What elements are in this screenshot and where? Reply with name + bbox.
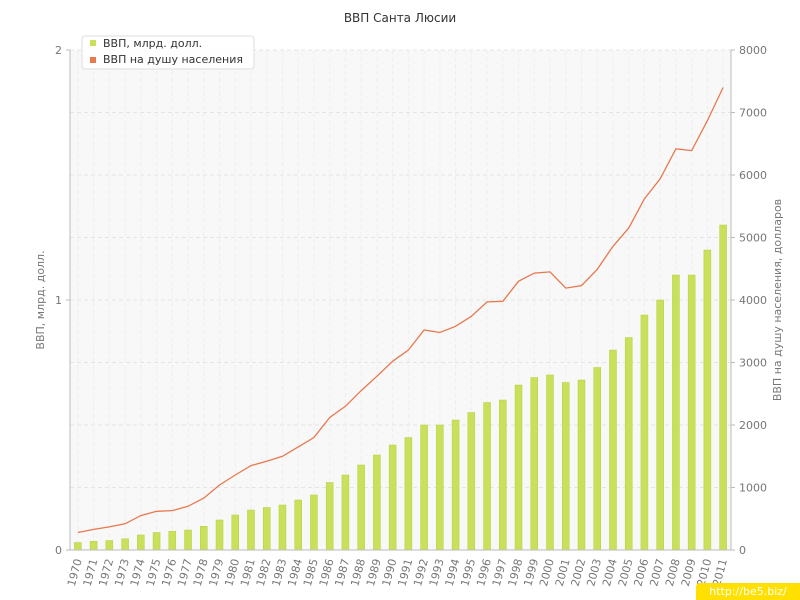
gdp-bar-1973[interactable] (121, 538, 129, 551)
gdp-bar-1984[interactable] (294, 499, 302, 551)
gdp-bar-1983[interactable] (278, 504, 287, 551)
legend-label-gdp-per-capita: ВВП на душу населения (103, 53, 243, 66)
gdp-bar-1988[interactable] (357, 464, 365, 551)
gdp-bar-1993[interactable] (436, 424, 444, 551)
right-tick-label: 8000 (739, 44, 767, 57)
right-tick-label: 0 (739, 544, 746, 557)
gdp-bar-2006[interactable] (640, 314, 649, 551)
gdp-bar-2000[interactable] (546, 374, 554, 551)
watermark-link[interactable]: http://be5.biz/ (696, 583, 800, 600)
gdp-bar-1972[interactable] (105, 540, 114, 551)
gdp-bar-1997[interactable] (499, 399, 507, 551)
left-tick-label: 1 (55, 294, 62, 307)
right-tick-labels: 0 1000 2000 3000 4000 5000 6000 7000 8000 (731, 44, 767, 557)
gdp-bar-1990[interactable] (388, 444, 397, 551)
gdp-bar-1999[interactable] (530, 377, 539, 551)
gdp-bar-2010[interactable] (703, 249, 712, 551)
gdp-bar-1971[interactable] (89, 541, 98, 551)
legend[interactable]: ВВП, млрд. долл. ВВП на душу населения (81, 35, 255, 70)
right-tick-label: 1000 (739, 482, 767, 495)
chart-title: ВВП Санта Люсии (344, 11, 456, 25)
gdp-bar-1991[interactable] (404, 437, 413, 551)
gdp-bar-1970[interactable] (74, 542, 82, 551)
right-axis-title: ВВП на душу населения, долларов (771, 199, 784, 401)
legend-box (81, 35, 255, 70)
gdp-bar-1992[interactable] (420, 424, 428, 551)
left-tick-label: 2 (55, 44, 62, 57)
gdp-bar-2001[interactable] (562, 382, 570, 551)
gdp-bar-1980[interactable] (231, 514, 239, 551)
gdp-bar-1985[interactable] (310, 494, 318, 551)
gdp-bar-1974[interactable] (137, 534, 145, 551)
gdp-bar-2004[interactable] (609, 349, 617, 551)
gdp-bar-2005[interactable] (624, 337, 633, 551)
gdp-bar-1978[interactable] (200, 526, 208, 551)
gdp-bar-1987[interactable] (341, 474, 350, 551)
legend-swatch-gdp-per-capita (90, 57, 96, 63)
gdp-bar-1995[interactable] (467, 412, 476, 551)
right-tick-label: 2000 (739, 419, 767, 432)
legend-label-gdp: ВВП, млрд. долл. (103, 37, 202, 50)
gdp-bar-1998[interactable] (514, 384, 523, 551)
right-tick-label: 6000 (739, 169, 767, 182)
right-tick-label: 4000 (739, 294, 767, 307)
gdp-bar-1989[interactable] (373, 454, 381, 551)
gdp-bar-2008[interactable] (672, 274, 680, 551)
gdp-bar-2003[interactable] (593, 367, 601, 551)
gdp-bars (74, 224, 727, 551)
x-tick-labels: 1970197119721973197419751976197719781979… (65, 557, 730, 587)
gdp-bar-1981[interactable] (247, 509, 255, 551)
gdp-bar-1975[interactable] (152, 532, 161, 551)
gdp-bar-1977[interactable] (184, 529, 192, 551)
gdp-bar-1996[interactable] (483, 402, 491, 551)
left-tick-label: 0 (55, 544, 62, 557)
right-tick-label: 5000 (739, 232, 767, 245)
gdp-bar-2007[interactable] (656, 299, 664, 551)
gdp-bar-1986[interactable] (325, 482, 334, 551)
gdp-bar-1976[interactable] (168, 531, 177, 551)
gdp-per-capita-line (77, 87, 724, 534)
gdp-bar-1994[interactable] (451, 419, 460, 551)
gdp-bar-2009[interactable] (687, 274, 696, 551)
left-axis-title: ВВП, млрд. долл. (34, 250, 47, 349)
left-tick-labels: 0 1 2 (55, 44, 70, 557)
gdp-bar-2011[interactable] (719, 224, 727, 551)
legend-swatch-gdp (90, 40, 96, 46)
right-tick-label: 3000 (739, 357, 767, 370)
right-tick-label: 7000 (739, 107, 767, 120)
gdp-bar-2002[interactable] (577, 379, 586, 551)
gdp-bar-1979[interactable] (215, 519, 224, 551)
gdp-bar-1982[interactable] (262, 507, 271, 551)
